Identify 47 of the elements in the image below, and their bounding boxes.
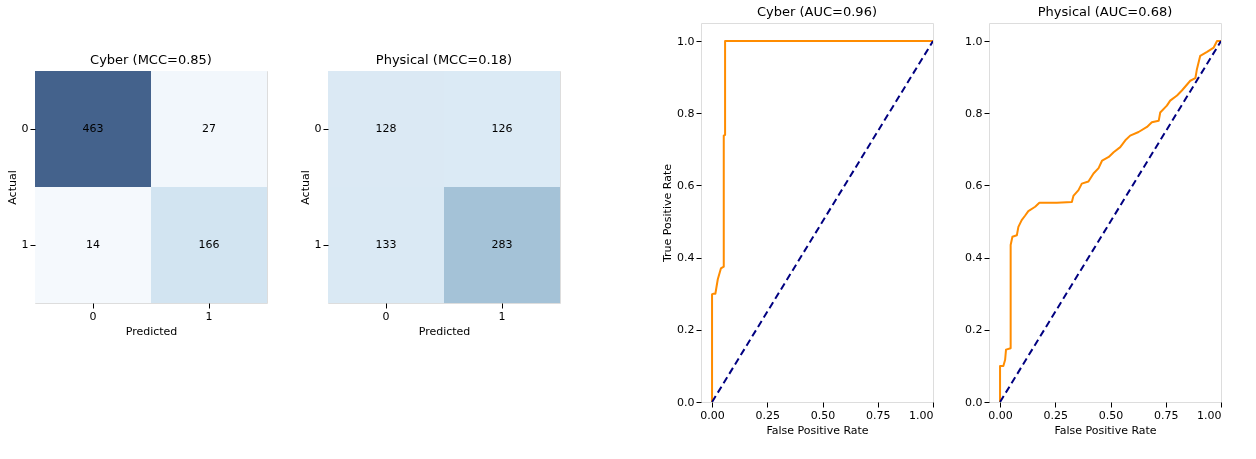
x-tick-label: 1 xyxy=(205,309,213,323)
chart-title: Physical (MCC=0.18) xyxy=(375,52,513,67)
x-axis-title: Predicted xyxy=(125,324,178,338)
y-tick-label: 1.0 xyxy=(965,34,983,48)
chart-title: Cyber (AUC=0.96) xyxy=(757,4,877,19)
y-tick-label: 0.6 xyxy=(677,178,695,192)
x-axis-title: False Positive Rate xyxy=(1054,423,1157,437)
chart-title: Cyber (MCC=0.85) xyxy=(90,52,212,67)
x-tick-label: 0 xyxy=(89,309,97,323)
x-tick-label: 0.75 xyxy=(1154,408,1179,422)
data-label: 27 xyxy=(202,122,216,135)
y-axis-title: Actual xyxy=(298,170,312,205)
y-tick-label: 0.0 xyxy=(677,395,695,409)
data-label: 128 xyxy=(375,122,397,135)
y-tick-label: 0.2 xyxy=(965,323,983,337)
x-tick-label: 1 xyxy=(498,309,506,323)
y-tick-label: 0.2 xyxy=(677,323,695,337)
x-tick-label: 0.25 xyxy=(1043,408,1069,422)
line-series xyxy=(999,40,1221,402)
data-label: 166 xyxy=(198,238,220,251)
x-tick-label: 0.50 xyxy=(810,408,836,422)
y-tick-label: 0.0 xyxy=(965,395,983,409)
x-axis-title: Predicted xyxy=(418,324,471,338)
x-tick-label: 0.50 xyxy=(1098,408,1124,422)
x-axis-title: False Positive Rate xyxy=(766,423,869,437)
x-tick-label: 1.00 xyxy=(909,408,934,422)
data-label: 14 xyxy=(86,238,100,251)
data-label: 463 xyxy=(82,122,104,135)
x-tick-label: 0.00 xyxy=(988,408,1013,422)
y-tick-label: 0.8 xyxy=(965,106,983,120)
chart-title: Physical (AUC=0.68) xyxy=(1037,4,1173,19)
y-tick-label: 0.6 xyxy=(965,178,983,192)
y-axis-title: True Positive Rate xyxy=(661,163,675,263)
x-tick-label: 0.25 xyxy=(755,408,781,422)
y-tick-label: 0.4 xyxy=(677,251,695,265)
y-tick-label: 0.8 xyxy=(677,106,695,120)
y-axis-title: Actual xyxy=(5,170,19,205)
data-label: 126 xyxy=(491,122,513,135)
y-tick-label: 1.0 xyxy=(677,34,695,48)
x-tick-label: 0 xyxy=(382,309,390,323)
data-label: 133 xyxy=(375,238,397,251)
x-tick-label: 1.00 xyxy=(1197,408,1222,422)
data-label: 283 xyxy=(491,238,513,251)
x-tick-label: 0.75 xyxy=(866,408,891,422)
x-tick-label: 0.00 xyxy=(700,408,725,422)
line-series xyxy=(711,40,933,402)
y-tick-label: 0.4 xyxy=(965,251,983,265)
